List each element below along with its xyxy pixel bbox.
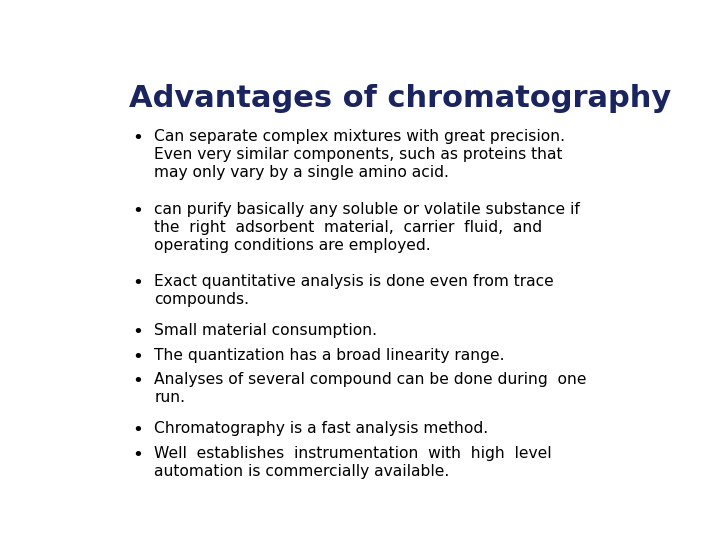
Text: The quantization has a broad linearity range.: The quantization has a broad linearity r…: [154, 348, 505, 362]
Text: •: •: [132, 201, 143, 220]
Text: Chromatography is a fast analysis method.: Chromatography is a fast analysis method…: [154, 421, 488, 436]
Text: can purify basically any soluble or volatile substance if
the  right  adsorbent : can purify basically any soluble or vola…: [154, 201, 580, 253]
Text: •: •: [132, 322, 143, 341]
Text: Small material consumption.: Small material consumption.: [154, 322, 377, 338]
Text: Can separate complex mixtures with great precision.
Even very similar components: Can separate complex mixtures with great…: [154, 129, 565, 180]
Text: Advantages of chromatography: Advantages of chromatography: [129, 84, 671, 112]
Text: Analyses of several compound can be done during  one
run.: Analyses of several compound can be done…: [154, 373, 587, 406]
Text: Well  establishes  instrumentation  with  high  level
automation is commercially: Well establishes instrumentation with hi…: [154, 446, 552, 479]
Text: •: •: [132, 129, 143, 147]
Text: Exact quantitative analysis is done even from trace
compounds.: Exact quantitative analysis is done even…: [154, 274, 554, 307]
Text: •: •: [132, 274, 143, 292]
Text: •: •: [132, 446, 143, 464]
Text: •: •: [132, 421, 143, 439]
Text: •: •: [132, 373, 143, 390]
Text: •: •: [132, 348, 143, 366]
